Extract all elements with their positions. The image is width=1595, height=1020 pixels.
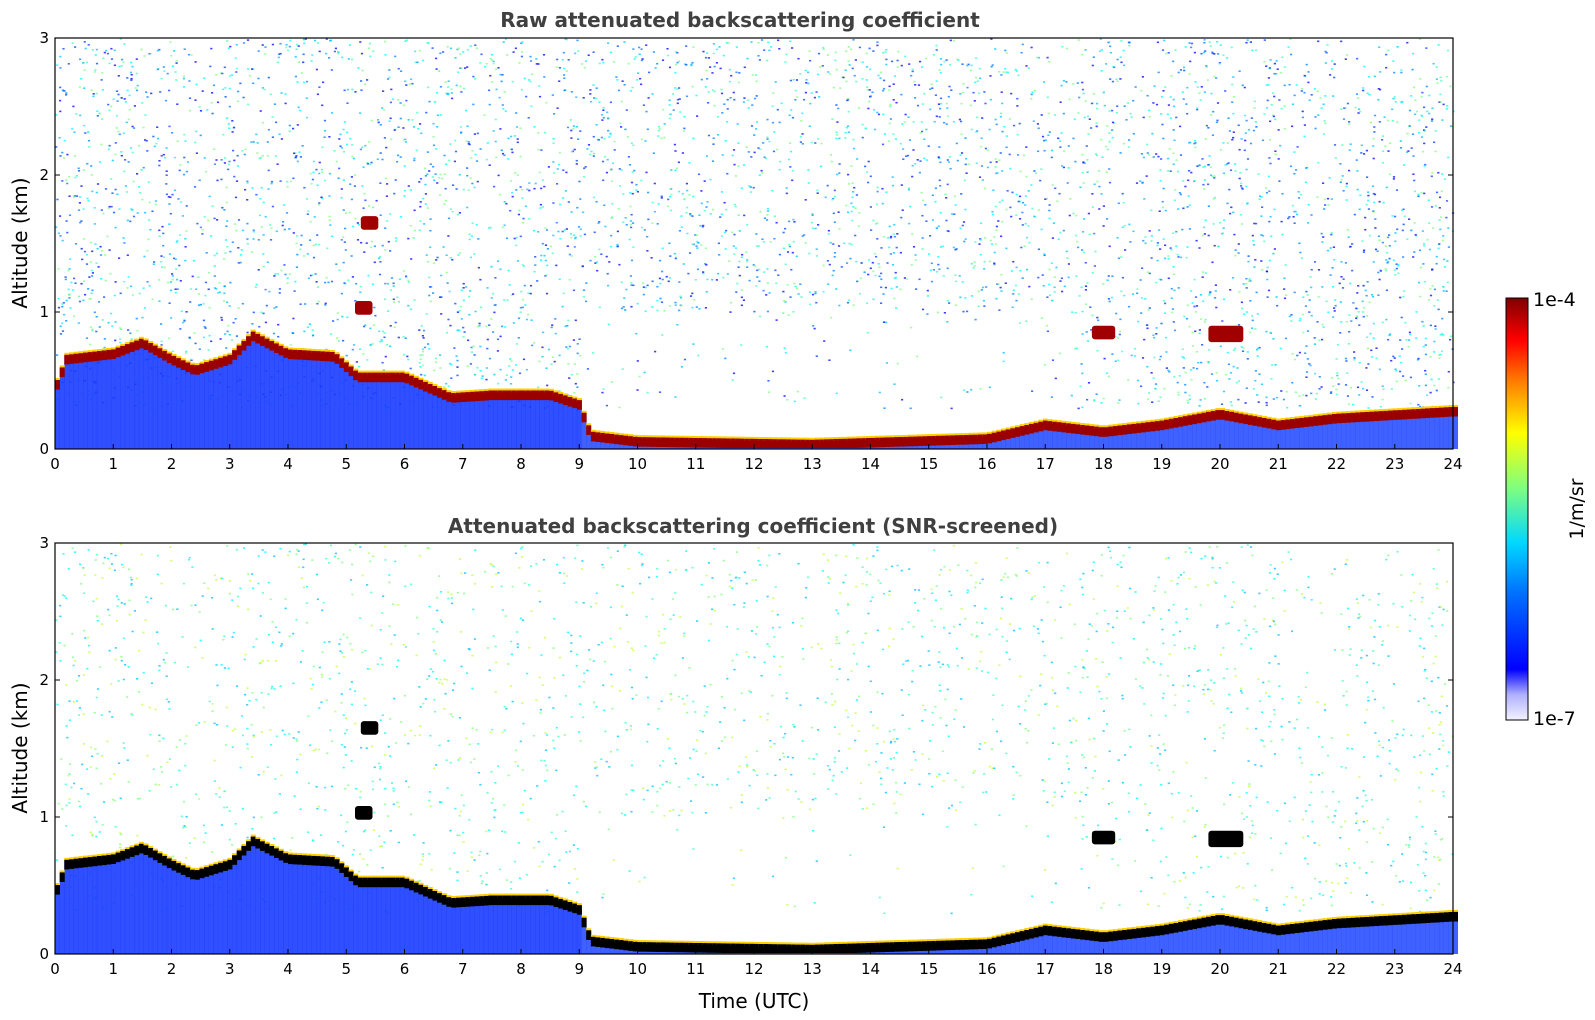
y-axis-label: Altitude (km) [8, 177, 32, 308]
x-tick-label: 24 [1443, 455, 1462, 473]
x-tick-label: 14 [861, 455, 880, 473]
noise-speckle [55, 38, 1455, 410]
y-axis: 0 1 2 3 [39, 534, 1453, 963]
x-tick-label: 12 [744, 455, 763, 473]
x-tick-label: 20 [1210, 960, 1229, 978]
x-tick-label: 8 [516, 960, 526, 978]
x-tick-label: 5 [341, 960, 351, 978]
y-tick-label: 1 [39, 808, 49, 826]
cloud-features [355, 721, 1244, 848]
x-tick-label: 11 [686, 455, 705, 473]
cloud-patch [355, 301, 373, 315]
x-tick-label: 21 [1269, 960, 1288, 978]
x-tick-label: 4 [283, 455, 293, 473]
x-axis: 0 1 2 3 4 5 6 7 8 9 10 11 12 13 14 15 16 17 18 19 20 21 22 23 24 [50, 444, 1463, 473]
x-tick-label: 24 [1443, 960, 1462, 978]
snr-screened-panel: Attenuated backscattering coefficient (S… [8, 514, 1463, 1013]
x-tick-label: 20 [1210, 455, 1229, 473]
x-tick-label: 7 [458, 960, 468, 978]
raw-backscatter-panel: Raw attenuated backscattering coefficien… [8, 8, 1463, 473]
cloud-patch [1091, 325, 1116, 340]
panel-title: Attenuated backscattering coefficient (S… [448, 514, 1058, 538]
y-tick-label: 0 [39, 440, 49, 458]
x-tick-label: 22 [1327, 960, 1346, 978]
x-tick-label: 3 [225, 455, 235, 473]
x-tick-label: 23 [1385, 960, 1404, 978]
x-tick-label: 16 [977, 960, 996, 978]
cloud-patch [1091, 830, 1116, 845]
x-tick-label: 1 [108, 960, 118, 978]
x-tick-label: 0 [50, 455, 60, 473]
aerosol-layer-top [55, 329, 1458, 448]
colorbar: 1e-4 1e-7 1/m/sr [1505, 289, 1588, 730]
y-axis: 0 1 2 3 [39, 29, 1453, 458]
x-tick-label: 6 [400, 455, 410, 473]
colorbar-gradient [1505, 297, 1529, 721]
x-tick-label: 19 [1152, 960, 1171, 978]
cloud-patch [360, 721, 379, 735]
x-axis-label: Time (UTC) [698, 989, 810, 1013]
y-tick-label: 3 [39, 534, 49, 552]
x-tick-label: 8 [516, 455, 526, 473]
panel-title: Raw attenuated backscattering coefficien… [500, 8, 980, 32]
x-tick-label: 23 [1385, 455, 1404, 473]
colorbar-max-label: 1e-4 [1533, 289, 1576, 311]
x-tick-label: 14 [861, 960, 880, 978]
x-tick-label: 16 [977, 455, 996, 473]
heatmap-area [55, 543, 1458, 954]
x-tick-label: 1 [108, 455, 118, 473]
y-tick-label: 2 [39, 166, 49, 184]
x-tick-label: 9 [574, 455, 584, 473]
x-tick-label: 13 [803, 960, 822, 978]
x-tick-label: 2 [167, 960, 177, 978]
x-tick-label: 6 [400, 960, 410, 978]
x-tick-label: 12 [744, 960, 763, 978]
x-tick-label: 15 [919, 455, 938, 473]
colorbar-min-label: 1e-7 [1533, 708, 1576, 730]
x-tick-label: 10 [628, 455, 647, 473]
boundary-layer [55, 837, 1458, 954]
cloud-patch [360, 216, 379, 230]
x-tick-label: 3 [225, 960, 235, 978]
colorbar-unit-label: 1/m/sr [1566, 478, 1588, 539]
y-tick-label: 2 [39, 671, 49, 689]
aerosol-layer-top [55, 834, 1458, 953]
x-tick-label: 2 [167, 455, 177, 473]
x-tick-label: 11 [686, 960, 705, 978]
x-tick-label: 18 [1094, 960, 1113, 978]
x-tick-label: 17 [1036, 455, 1055, 473]
x-tick-label: 13 [803, 455, 822, 473]
x-tick-label: 19 [1152, 455, 1171, 473]
x-tick-label: 9 [574, 960, 584, 978]
x-tick-label: 7 [458, 455, 468, 473]
y-tick-label: 1 [39, 303, 49, 321]
x-tick-label: 15 [919, 960, 938, 978]
x-tick-label: 17 [1036, 960, 1055, 978]
y-tick-label: 3 [39, 29, 49, 47]
x-tick-label: 18 [1094, 455, 1113, 473]
boundary-layer [55, 332, 1458, 449]
x-tick-label: 10 [628, 960, 647, 978]
cloud-patch [1208, 325, 1244, 343]
cloud-patch [355, 806, 373, 820]
x-tick-label: 0 [50, 960, 60, 978]
x-tick-label: 21 [1269, 455, 1288, 473]
y-tick-label: 0 [39, 945, 49, 963]
y-axis-label: Altitude (km) [8, 682, 32, 813]
cloud-patch [1208, 830, 1244, 848]
cloud-features [355, 216, 1244, 343]
x-tick-label: 4 [283, 960, 293, 978]
x-axis: 0 1 2 3 4 5 6 7 8 9 10 11 12 13 14 15 16 17 18 19 20 21 22 23 24 [50, 949, 1463, 978]
x-tick-label: 5 [341, 455, 351, 473]
heatmap-area [55, 38, 1458, 449]
x-tick-label: 22 [1327, 455, 1346, 473]
